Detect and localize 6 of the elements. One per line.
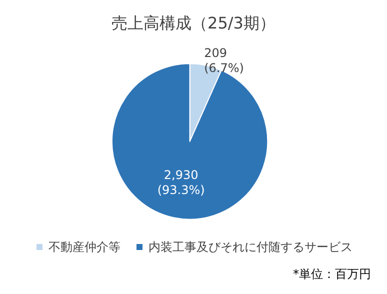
legend-label: 不動産仲介等 — [48, 240, 120, 254]
text: *単位：百万円 — [293, 267, 371, 281]
legend-label: 内装工事及びそれに付随するサービス — [148, 240, 352, 254]
data-label: 209 (6.7%) — [204, 46, 244, 76]
chart-title: 売上高構成（25/3期） — [112, 14, 276, 32]
data-label: 2,930 (93.3%) — [157, 168, 205, 197]
